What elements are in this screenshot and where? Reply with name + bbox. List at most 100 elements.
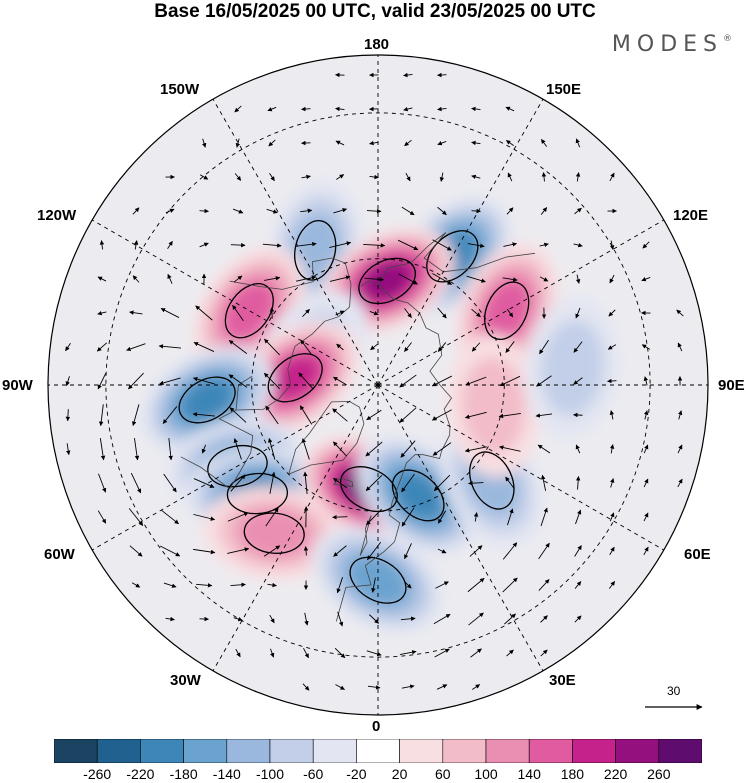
contour-ring (294, 220, 337, 281)
colorbar-tick-label: 220 (603, 766, 628, 782)
wind-vector (369, 140, 379, 146)
wind-vector (159, 377, 181, 386)
wind-vector (400, 616, 416, 621)
wind-vector (575, 172, 581, 182)
wind-vector (433, 474, 451, 492)
wind-vector (641, 277, 651, 282)
wind-vector (161, 509, 179, 525)
wind-vector (303, 546, 309, 556)
meridian-line (212, 384, 379, 672)
wind-vector (235, 648, 241, 658)
wind-vector (230, 242, 246, 248)
wind-vector (401, 684, 415, 689)
wind-vector (437, 548, 447, 554)
wind-vector (465, 376, 487, 386)
wind-vector (401, 507, 415, 527)
wind-vector (299, 405, 313, 425)
wind-vector (301, 174, 311, 180)
wind-vector (464, 446, 487, 453)
wind-vector (329, 241, 352, 249)
wind-vector (332, 477, 347, 489)
wind-vector (437, 307, 447, 319)
colorbar-segment (183, 739, 228, 763)
wind-vector (332, 408, 348, 422)
wind-vector (133, 240, 139, 250)
wind-vector (471, 106, 481, 112)
wind-vector (366, 650, 382, 657)
lon-label-120e: 120E (673, 207, 709, 224)
wind-vector (227, 512, 249, 522)
wind-vector (229, 407, 247, 423)
wind-vector (467, 243, 485, 248)
wind-vector (575, 475, 581, 490)
wind-vector (643, 512, 649, 522)
wind-vector (399, 407, 417, 423)
wind-vector (234, 105, 242, 113)
wind-vector (400, 440, 416, 458)
wind-vector (232, 208, 244, 214)
anomaly-neg-centralsib (525, 296, 620, 440)
wind-vector (575, 509, 582, 525)
wind-vector (471, 208, 481, 214)
wind-vector (397, 239, 419, 251)
contour-ring (484, 281, 530, 340)
wind-vector (537, 444, 551, 454)
wind-vector (126, 343, 146, 352)
wind-vector (609, 512, 615, 522)
wind-vector (573, 412, 583, 418)
wind-vector (473, 512, 479, 522)
wind-vector (401, 206, 415, 216)
wind-vector (506, 308, 514, 318)
wind-vector (468, 612, 484, 626)
colorbar-tick-label: -260 (83, 766, 112, 782)
wind-vector (609, 172, 615, 182)
meridian-line (212, 98, 379, 386)
wind-vector (575, 274, 581, 284)
wind-vector (165, 208, 175, 214)
wind-vector (541, 474, 547, 491)
wind-vector (195, 305, 213, 321)
wind-vector (399, 374, 417, 388)
wind-vector (131, 582, 141, 588)
wind-vector (432, 273, 452, 285)
wind-vector (469, 545, 483, 557)
wind-vector (234, 173, 242, 181)
lon-label-150w: 150W (160, 81, 200, 98)
colorbar-tick-label: 100 (474, 766, 498, 782)
wind-vector (610, 478, 615, 488)
chart-title: Base 16/05/2025 00 UTC, valid 23/05/2025… (154, 1, 596, 22)
wind-vector (366, 409, 382, 421)
wind-vector (503, 242, 517, 247)
wind-vector (505, 341, 515, 353)
wind-vector (65, 376, 70, 387)
contour-ring (391, 469, 445, 522)
wind-vector (332, 376, 347, 386)
wind-vector (607, 344, 617, 350)
wind-vector (265, 405, 279, 425)
wind-vector (436, 684, 448, 690)
wind-vector (677, 478, 683, 488)
wind-vector (367, 685, 381, 690)
wind-vector (167, 273, 173, 284)
wind-vector (201, 444, 207, 454)
wind-vector (97, 372, 107, 390)
wind-vector (404, 308, 412, 318)
wind-vector (643, 444, 649, 454)
wind-vector (398, 273, 418, 285)
wind-vector (539, 242, 549, 248)
wind-vector (96, 342, 108, 352)
wind-vector (472, 684, 481, 690)
wind-vector (404, 581, 412, 589)
wind-vector (608, 309, 616, 317)
wind-vector (404, 342, 412, 352)
wind-vector (268, 139, 276, 147)
wind-vector (505, 106, 515, 112)
wind-vector (269, 471, 276, 494)
wind-vector (233, 275, 243, 283)
wind-vector (538, 579, 550, 591)
meridian-line (91, 219, 379, 386)
wind-vector (298, 372, 314, 390)
colorbar-tick-label: 20 (391, 766, 408, 782)
wind-vector (540, 139, 548, 147)
wind-vector (498, 413, 521, 419)
